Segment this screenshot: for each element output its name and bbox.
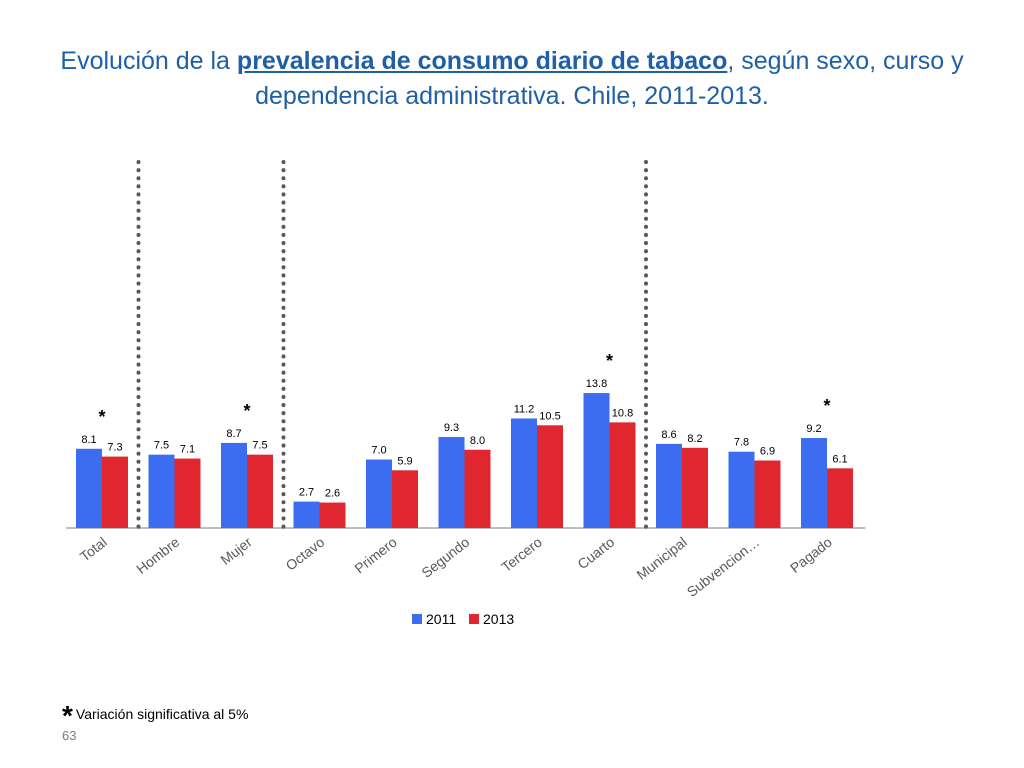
title-part1: Evolución de la (60, 47, 237, 75)
bar-2013 (682, 447, 708, 528)
bar-2011 (728, 451, 755, 528)
bar-2011 (366, 459, 392, 528)
bar-2013 (827, 468, 853, 528)
data-label: 10.8 (612, 407, 633, 419)
data-label: 2.7 (299, 487, 314, 499)
significance-marker: * (98, 407, 105, 427)
data-label: 6.9 (760, 446, 775, 458)
category-label: Mujer (217, 534, 255, 568)
data-label: 5.9 (397, 455, 412, 467)
category-label: Subvencion… (684, 534, 763, 600)
category-label: Hombre (133, 534, 182, 577)
bar-2013 (392, 470, 418, 528)
data-label: 7.5 (252, 440, 267, 452)
bar-2011 (148, 454, 175, 528)
category-label: Segundo (418, 534, 472, 581)
data-label: 7.3 (107, 442, 122, 454)
data-label: 13.8 (586, 378, 607, 390)
significance-marker: * (823, 396, 830, 416)
bar-2011 (511, 418, 537, 528)
data-label: 7.8 (734, 437, 749, 449)
legend-swatch-2013 (469, 614, 479, 624)
category-label: Total (77, 534, 110, 565)
data-label: 8.0 (470, 435, 485, 447)
page-number: 63 (62, 728, 77, 743)
bar-2013 (537, 425, 563, 528)
bar-2013 (319, 502, 346, 528)
bar-2011 (801, 438, 827, 528)
category-label: Octavo (283, 534, 328, 574)
bar-2011 (438, 437, 465, 528)
category-label: Pagado (787, 534, 835, 576)
chart-title: Evolución de la prevalencia de consumo d… (40, 44, 984, 114)
legend-label: 2013 (483, 611, 514, 627)
data-label: 11.2 (514, 403, 535, 415)
data-label: 2.6 (325, 488, 340, 500)
data-label: 9.3 (444, 422, 459, 434)
footnote: * Variación significativa al 5% (62, 700, 248, 732)
bar-2013 (464, 449, 491, 528)
data-label: 6.1 (832, 453, 847, 465)
bar-2013 (754, 460, 781, 528)
bar-2011 (656, 443, 682, 528)
data-label: 8.6 (661, 429, 676, 441)
data-label: 7.1 (180, 444, 195, 456)
footnote-text: Variación significativa al 5% (75, 706, 249, 722)
category-label: Tercero (498, 534, 545, 575)
title-emphasis: prevalencia de consumo diario de tabaco (236, 47, 728, 75)
bar-2011 (583, 393, 610, 528)
legend-swatch-2011 (412, 614, 422, 624)
data-label: 8.1 (81, 434, 96, 446)
data-label: 8.7 (226, 428, 241, 440)
data-label: 8.2 (687, 433, 702, 445)
data-label: 7.5 (154, 440, 169, 452)
significance-marker: * (243, 401, 250, 421)
significance-marker: * (606, 351, 613, 371)
data-label: 9.2 (806, 423, 821, 435)
bar-2013 (174, 458, 201, 528)
legend-label: 2011 (426, 611, 456, 627)
category-label: Primero (351, 534, 400, 577)
footnote-star: * (62, 700, 73, 731)
category-label: Cuarto (574, 534, 617, 573)
data-label: 7.0 (371, 445, 386, 457)
bar-2013 (247, 454, 273, 528)
title-part2: , según sexo, curso y dependencia admini… (255, 47, 964, 110)
data-label: 10.5 (539, 410, 560, 422)
bar-2011 (221, 442, 247, 528)
bar-2011 (293, 501, 320, 528)
category-label: Municipal (633, 534, 689, 583)
bar-chart: 8.1 7.3 * Total 7.5 7.1 Hombre 8.7 7.5 * Mujer 2.7 2… (66, 160, 866, 627)
bar-2013 (609, 422, 636, 528)
bar-2011 (76, 448, 102, 528)
bar-2013 (102, 456, 128, 528)
